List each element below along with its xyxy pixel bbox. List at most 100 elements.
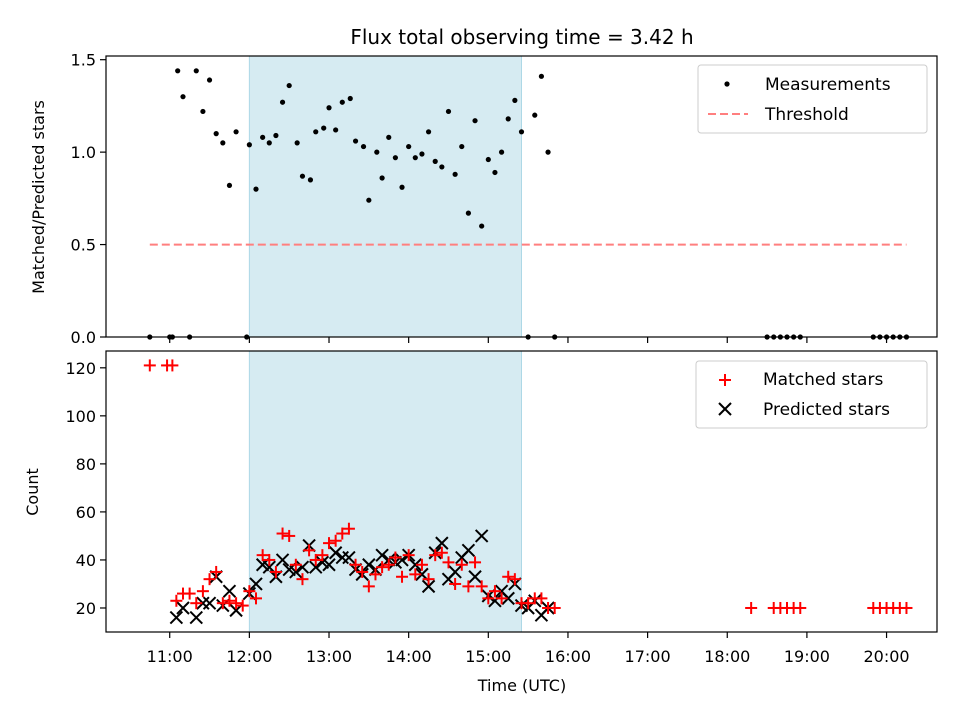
measurement-point xyxy=(425,129,432,135)
chart-title: Flux total observing time = 3.42 h xyxy=(350,25,693,49)
matched-star-point xyxy=(216,597,229,610)
matched-star-point xyxy=(203,573,216,586)
matched-star-point xyxy=(522,597,535,610)
measurement-point xyxy=(299,173,306,179)
matched-star-point xyxy=(449,577,462,590)
predicted-star-point xyxy=(289,565,303,579)
measurement-point xyxy=(465,210,472,216)
matched-star-point xyxy=(236,599,249,612)
matched-star-point xyxy=(143,359,156,372)
x-tick-label: 19:00 xyxy=(784,647,830,666)
x-tick-label: 16:00 xyxy=(545,647,591,666)
measurement-point xyxy=(206,77,213,83)
predicted-star-point xyxy=(421,579,436,594)
bottom-shaded-region xyxy=(248,350,523,633)
measurements-legend-label: Measurements xyxy=(765,75,891,95)
x-tick-label: 18:00 xyxy=(704,647,750,666)
predicted-star-point xyxy=(375,548,389,562)
predicted-star-point xyxy=(176,601,190,615)
matched-star-point xyxy=(196,585,209,598)
predicted-star-point xyxy=(275,553,290,567)
matched-star-point xyxy=(356,565,369,578)
measurement-point xyxy=(175,68,181,74)
matched-star-point xyxy=(362,580,375,593)
matched-star-point xyxy=(462,580,475,593)
x-tick-label: 17:00 xyxy=(625,647,671,666)
measurement-point xyxy=(321,125,327,131)
predicted-star-point xyxy=(309,560,323,574)
matched-star-point xyxy=(243,585,256,598)
predicted-star-point xyxy=(461,543,476,558)
matched-star-point xyxy=(495,592,508,605)
predicted-star-point xyxy=(362,558,376,572)
matched-legend-label: Matched stars xyxy=(763,370,883,390)
y-tick-label: 0.5 xyxy=(71,236,96,255)
matched-star-point xyxy=(349,558,362,571)
threshold-legend-label: Threshold xyxy=(764,105,849,125)
matched-star-point xyxy=(183,587,196,600)
matched-star-point xyxy=(283,529,296,542)
y-tick-label: 1.0 xyxy=(71,143,96,162)
matched-star-point xyxy=(402,549,415,562)
measurement-point xyxy=(545,149,551,155)
measurement-point xyxy=(294,140,300,146)
matched-star-point xyxy=(469,556,482,569)
bottom-legend: Matched stars Predicted stars xyxy=(695,360,928,429)
measurement-point xyxy=(333,127,339,133)
measurement-point xyxy=(459,143,465,150)
matched-star-point xyxy=(396,570,409,583)
measurement-point xyxy=(307,177,314,183)
bottom-markers xyxy=(143,359,913,625)
measurement-point xyxy=(226,182,233,189)
top-x-ticks xyxy=(169,337,888,343)
y-tick-label: 80 xyxy=(76,455,96,474)
y-tick-label: 100 xyxy=(65,407,96,426)
measurement-point xyxy=(512,97,518,103)
predicted-star-point xyxy=(435,536,449,550)
measurement-point xyxy=(253,186,259,192)
bottom-plot-frame xyxy=(105,350,938,633)
matched-star-point xyxy=(269,565,282,578)
predicted-star-point xyxy=(295,560,310,574)
measurement-point xyxy=(472,118,478,124)
measurement-point xyxy=(193,68,199,74)
x-tick-label: 11:00 xyxy=(147,647,193,666)
measurement-point xyxy=(180,94,186,100)
y-tick-label: 20 xyxy=(76,599,96,618)
y-tick-label: 40 xyxy=(76,551,96,570)
measurement-point xyxy=(439,164,445,170)
y-tick-label: 1.5 xyxy=(71,51,96,70)
measurement-point xyxy=(532,112,538,118)
matched-star-point xyxy=(745,601,758,614)
measurement-point xyxy=(386,134,392,140)
matched-star-point xyxy=(323,537,336,550)
predicted-star-point xyxy=(488,594,502,608)
measurement-point xyxy=(412,155,418,161)
matched-star-point xyxy=(289,558,302,571)
measurement-point xyxy=(273,132,279,139)
predicted-star-point xyxy=(169,610,184,625)
predicted-star-point xyxy=(448,565,462,579)
predicted-star-point xyxy=(222,584,237,598)
x-tick-label: 20:00 xyxy=(864,647,910,666)
measurement-point xyxy=(485,156,491,163)
measurement-point xyxy=(518,129,525,135)
matched-star-point xyxy=(502,570,515,583)
measurement-point xyxy=(392,155,398,161)
predicted-star-point xyxy=(474,529,489,543)
matched-star-point xyxy=(548,601,561,614)
x-tick-label: 12:00 xyxy=(226,647,272,666)
predicted-star-point xyxy=(408,558,423,572)
matched-star-point xyxy=(442,556,455,569)
top-markers xyxy=(147,68,910,340)
measurement-point xyxy=(220,140,226,146)
matched-star-point xyxy=(309,553,322,566)
y-tick-label: 60 xyxy=(76,503,96,522)
measurement-point xyxy=(347,95,353,102)
predicted-star-point xyxy=(468,570,482,584)
predicted-star-point xyxy=(322,558,336,572)
measurement-point xyxy=(233,129,239,135)
measurement-point xyxy=(445,108,452,115)
measurement-point xyxy=(213,131,219,137)
